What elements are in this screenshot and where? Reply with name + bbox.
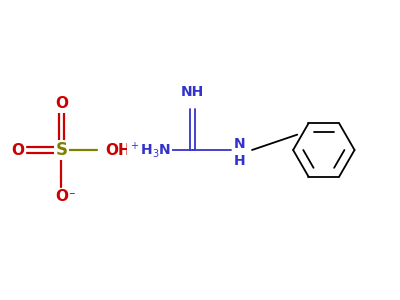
Text: N: N [234,136,246,151]
Text: NH: NH [181,85,204,100]
Text: $^+$H$_3$N: $^+$H$_3$N [128,140,171,160]
Text: O: O [55,96,68,111]
Text: O: O [55,189,68,204]
Text: O: O [11,142,24,158]
Text: H: H [234,154,246,168]
Text: ⁻: ⁻ [68,190,75,202]
Text: S: S [55,141,67,159]
Text: OH: OH [105,142,131,158]
